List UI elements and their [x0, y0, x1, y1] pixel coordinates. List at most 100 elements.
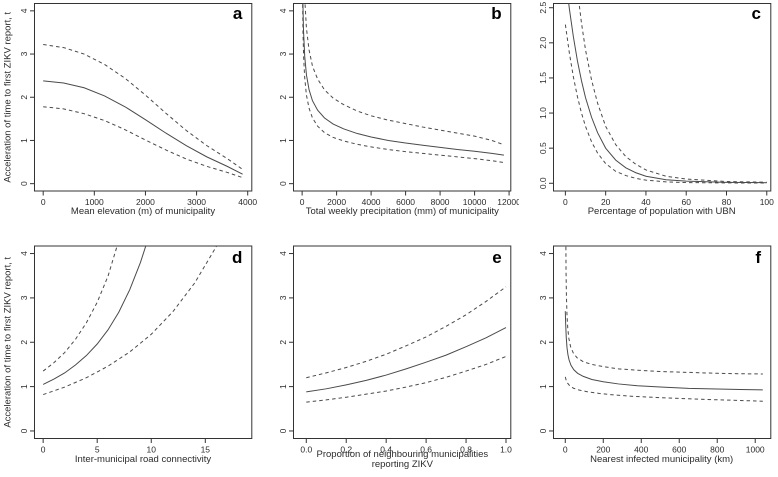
x-tick-label: 40 — [641, 197, 651, 207]
y-tick-label: 3 — [278, 51, 288, 56]
y-tick-label: 1.5 — [538, 72, 548, 84]
x-axis-title-text: Inter-municipal road connectivity — [74, 453, 212, 465]
curve-lower-ci — [564, 376, 763, 402]
x-tick-label: 10000 — [463, 197, 487, 207]
x-tick-label: 400 — [634, 444, 648, 454]
y-tick-label: 4 — [278, 250, 288, 255]
y-tick-label: 4 — [278, 8, 288, 13]
x-tick-label: 4000 — [238, 197, 257, 207]
curve-lower-ci — [302, 3, 505, 163]
x-tick-label: 1000 — [745, 444, 764, 454]
curve-estimate — [43, 80, 243, 175]
curve-upper-ci — [578, 3, 767, 183]
curve-estimate — [306, 326, 507, 392]
curve-estimate — [302, 3, 505, 156]
x-tick-label: 0.2 — [341, 444, 353, 454]
x-tick-label: 3000 — [187, 197, 206, 207]
panel-f-plot: 0 200 400 600 800 1000 0 1 2 3 4 — [538, 245, 771, 454]
panel-e-plot: 0.0 0.2 0.4 0.6 0.8 1.0 0 1 2 3 4 — [278, 245, 513, 454]
plot-box — [552, 245, 771, 439]
y-tick-label: 2 — [19, 95, 29, 100]
x-tick-label: 2000 — [136, 197, 155, 207]
y-tick-label: 1 — [19, 138, 29, 143]
x-tick-label: 6000 — [396, 197, 415, 207]
x-tick-label: 80 — [721, 197, 731, 207]
x-tick-label: 0.6 — [421, 444, 433, 454]
panel-e-x-axis-title: Proportion of neighbouring municipalitie… — [294, 448, 511, 471]
y-tick-label: 0 — [278, 181, 288, 186]
x-tick-label: 600 — [672, 444, 686, 454]
x-axis-title-text: Proportion of neighbouring municipalitie… — [316, 448, 489, 460]
panel-d-plot: 0 5 10 15 0 1 2 3 4 Acceleration of time to first… — [2, 245, 253, 454]
y-tick-label: 2 — [278, 95, 288, 100]
y-tick-label: 0.5 — [538, 142, 548, 154]
panel-e: 0.0 0.2 0.4 0.6 0.8 1.0 0 1 2 3 4 e Proportion of … — [259, 239, 518, 477]
panel-c-x-axis-title: Percentage of population with UBN — [553, 206, 770, 218]
curve-estimate — [567, 3, 767, 184]
curve-estimate — [42, 245, 147, 385]
y-tick-label: 1 — [538, 383, 548, 388]
panel-b-x-axis-title: Total weekly precipitation (mm) of munic… — [294, 206, 511, 218]
panel-c-letter: c — [751, 4, 761, 23]
curve-upper-ci — [42, 245, 118, 371]
x-tick-label: 0 — [300, 197, 305, 207]
y-tick-label: 0 — [538, 428, 548, 433]
plot-box — [293, 3, 512, 192]
y-tick-label: 3 — [19, 51, 29, 56]
y-tick-label: 2 — [538, 339, 548, 344]
curve-upper-ci — [43, 44, 243, 170]
y-tick-label: 2.0 — [538, 37, 548, 49]
panel-c: 0 20 40 60 80 100 0.0 0.5 1.0 1.5 2.0 2.5 c Percent… — [519, 0, 778, 239]
y-tick-label: 4 — [538, 250, 548, 255]
y-axis-title: Acceleration of time to first ZIKV repor… — [2, 256, 13, 427]
y-tick-label: 3 — [19, 295, 29, 300]
y-tick-label: 1 — [278, 138, 288, 143]
x-axis-title-text: Nearest infected municipality (km) — [590, 453, 734, 465]
x-axis-title-text: Total weekly precipitation (mm) of munic… — [305, 206, 499, 217]
x-tick-label: 8000 — [431, 197, 450, 207]
panel-a-plot: 0 1000 2000 3000 4000 0 1 2 3 4 Acceleration of ti… — [2, 3, 257, 207]
plot-box — [293, 245, 512, 439]
x-tick-label: 0.4 — [381, 444, 393, 454]
y-tick-label: 4 — [19, 250, 29, 255]
panel-c-plot: 0 20 40 60 80 100 0.0 0.5 1.0 1.5 2.0 2.5 — [538, 2, 774, 207]
y-tick-label: 2.5 — [538, 2, 548, 14]
y-tick-label: 3 — [278, 295, 288, 300]
x-axis-title-text: Percentage of population with UBN — [587, 206, 736, 217]
plot-box — [552, 3, 771, 192]
curve-lower-ci — [564, 24, 767, 184]
panel-a-letter: a — [232, 4, 243, 23]
y-tick-label: 0 — [19, 181, 29, 186]
x-tick-label: 4000 — [362, 197, 381, 207]
curve-upper-ci — [304, 3, 505, 146]
panel-b-letter: b — [491, 4, 502, 23]
y-tick-label: 1.0 — [538, 107, 548, 119]
y-tick-label: 1 — [19, 383, 29, 388]
panel-f-letter: f — [755, 247, 761, 267]
x-axis-title-text-line2: reporting ZIKV — [371, 459, 433, 470]
panel-d-x-axis-title: Inter-municipal road connectivity — [35, 453, 252, 466]
x-tick-label: 2000 — [328, 197, 347, 207]
x-tick-label: 0 — [563, 197, 568, 207]
x-tick-label: 0 — [41, 197, 46, 207]
x-tick-label: 0.8 — [460, 444, 472, 454]
panel-d-letter: d — [231, 247, 243, 267]
x-tick-label: 10 — [147, 444, 157, 454]
panel-d: 0 5 10 15 0 1 2 3 4 Acceleration of time to first… — [0, 239, 259, 477]
curve-estimate — [564, 310, 763, 390]
x-tick-label: 15 — [201, 444, 211, 454]
panel-a-x-axis-title: Mean elevation (m) of municipality — [35, 206, 252, 218]
curve-upper-ci — [565, 245, 763, 374]
x-tick-label: 60 — [681, 197, 691, 207]
x-tick-label: 1000 — [85, 197, 104, 207]
y-tick-label: 4 — [19, 8, 29, 13]
y-tick-label: 0 — [19, 428, 29, 433]
y-tick-label: 0.0 — [538, 177, 548, 189]
y-tick-label: 0 — [278, 428, 288, 433]
x-tick-label: 1.0 — [500, 444, 512, 454]
curve-lower-ci — [42, 245, 218, 395]
plot-box — [33, 245, 253, 439]
